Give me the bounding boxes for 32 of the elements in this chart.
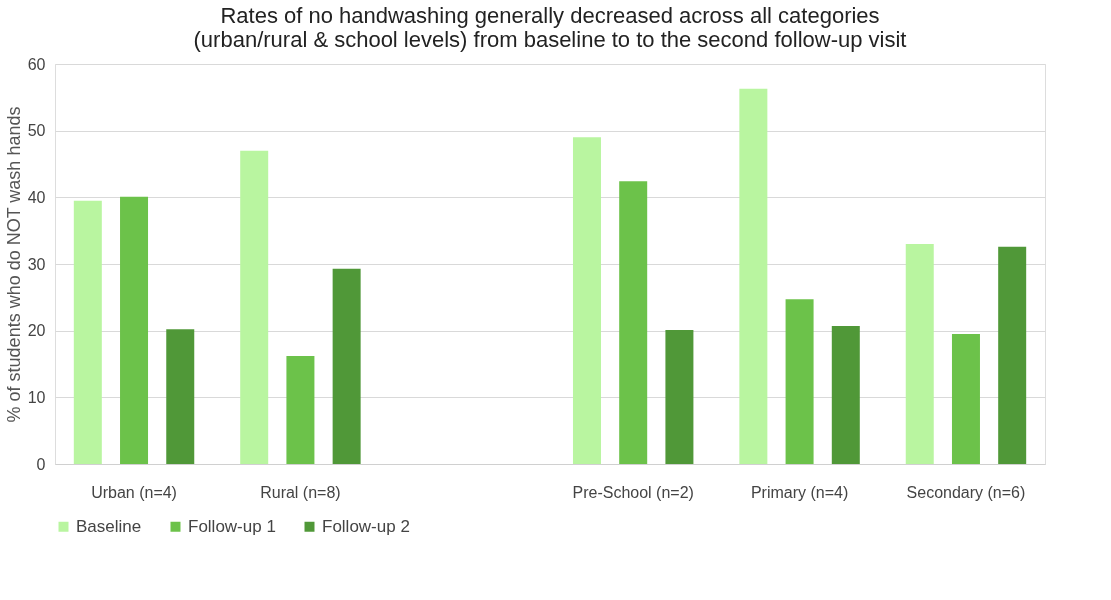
bar (572, 137, 601, 464)
bar (73, 200, 102, 464)
bar (332, 268, 361, 464)
chart-title: Rates of no handwashing generally decreased across all categories (urban/rural & school levels) from baseline to to the second follow-up visit (193, 3, 907, 52)
bar (831, 326, 860, 464)
y-tick-label: 10 (27, 388, 46, 406)
y-tick-label: 50 (27, 122, 46, 140)
y-tick-label: 40 (27, 188, 46, 206)
bar (665, 330, 694, 464)
x-tick-label: Primary (n=4) (750, 483, 849, 501)
bar (120, 196, 149, 464)
bar (240, 150, 269, 464)
legend-label: Baseline (76, 516, 142, 536)
bar (951, 334, 980, 464)
bar (905, 244, 934, 464)
x-tick-label: Rural (n=8) (260, 483, 341, 501)
bar (166, 329, 195, 464)
bar (998, 246, 1027, 464)
y-tick-label: 0 (36, 455, 46, 473)
bar (739, 88, 768, 464)
bar (619, 181, 648, 464)
legend-label: Follow-up 1 (188, 516, 276, 536)
y-tick-label: 20 (27, 322, 46, 340)
bar (785, 299, 814, 464)
y-tick-label: 30 (27, 255, 46, 273)
x-tick-label: Secondary (n=6) (906, 483, 1026, 501)
y-axis-title: % of students who do NOT wash hands (3, 106, 24, 423)
x-tick-label: Urban (n=4) (91, 483, 177, 501)
legend-label: Follow-up 2 (322, 516, 410, 536)
bar (286, 356, 315, 464)
y-tick-label: 60 (27, 55, 46, 73)
x-tick-label: Pre-School (n=2) (572, 483, 694, 501)
